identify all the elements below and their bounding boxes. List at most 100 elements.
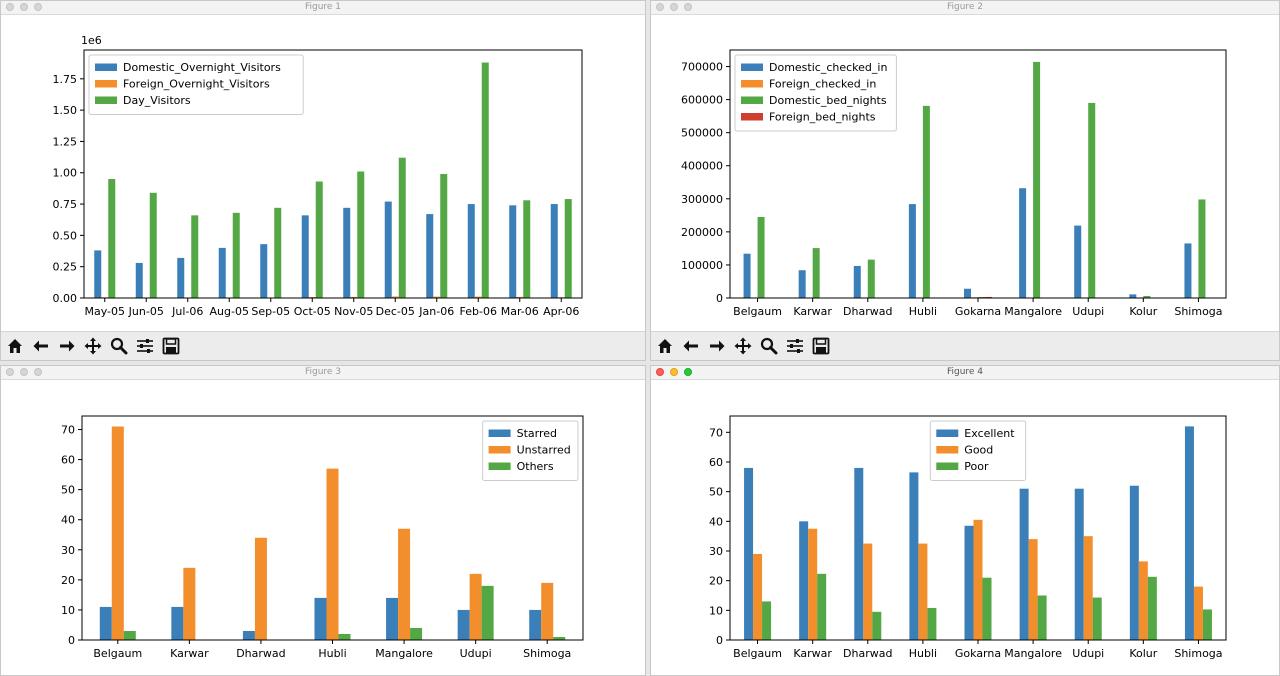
x-tick-label: Udupi xyxy=(1072,305,1104,318)
back-arrow-button[interactable] xyxy=(679,335,703,357)
zoom-button[interactable] xyxy=(107,335,131,357)
configure-subplots-icon xyxy=(787,339,803,353)
bar-domestic-checked-in-shimoga xyxy=(1184,243,1192,298)
x-tick-label: Dharwad xyxy=(843,305,892,318)
zoom-window-button[interactable] xyxy=(684,368,692,376)
home-button[interactable] xyxy=(653,335,677,357)
bar-poor-shimoga xyxy=(1202,609,1212,640)
x-tick-label: Sep-05 xyxy=(251,305,290,318)
bar-day-visitors-jan-06 xyxy=(440,174,448,298)
x-tick-label: Belgaum xyxy=(733,647,782,660)
forward-arrow-button[interactable] xyxy=(55,335,79,357)
bar-others-hubli xyxy=(338,633,351,640)
legend: Domestic_checked_in Foreign_checked_in Dom… xyxy=(734,54,897,132)
x-tick-label: Mar-06 xyxy=(501,305,539,318)
zoom-button[interactable] xyxy=(757,335,781,357)
bar-foreign-bed-nights-gokarna xyxy=(985,296,992,298)
y-tick-label: 200000 xyxy=(681,226,723,239)
bar-excellent-belgaum xyxy=(744,467,754,640)
y-tick-label: 0.75 xyxy=(53,198,78,211)
x-tick-label: Udupi xyxy=(460,647,492,660)
navigation-toolbar xyxy=(651,331,1279,360)
title-bar[interactable]: Figure 1 xyxy=(1,1,645,15)
x-tick-label: Kolur xyxy=(1129,305,1157,318)
bar-starred-dharwad xyxy=(242,630,255,640)
bar-starred-mangalore xyxy=(386,597,399,640)
x-tick-label: Gokarna xyxy=(955,647,1001,660)
x-tick-label: Karwar xyxy=(793,647,832,660)
bar-foreign-overnight-visitors-dec-05 xyxy=(391,296,399,298)
y-tick-label: 0.50 xyxy=(53,229,78,242)
window-title: Figure 4 xyxy=(946,367,984,377)
y-tick-label: 50 xyxy=(709,486,723,499)
pan-button[interactable] xyxy=(81,335,105,357)
bar-domestic-checked-in-karwar xyxy=(798,270,806,298)
bar-domestic-overnight-visitors-sep-05 xyxy=(260,244,268,298)
x-tick-label: Jan-06 xyxy=(418,305,454,318)
legend-swatch xyxy=(488,462,511,470)
save-button[interactable] xyxy=(159,335,183,357)
back-arrow-button[interactable] xyxy=(29,335,53,357)
x-tick-label: Shimoga xyxy=(523,647,571,660)
close-window-button[interactable] xyxy=(656,368,664,376)
y-tick-label: 700000 xyxy=(681,61,723,74)
minimize-window-button[interactable] xyxy=(20,368,28,376)
zoom-window-button[interactable] xyxy=(34,368,42,376)
x-tick-label: Belgaum xyxy=(733,305,782,318)
configure-subplots-button[interactable] xyxy=(783,335,807,357)
title-bar[interactable]: Figure 3 xyxy=(1,366,645,380)
pan-button[interactable] xyxy=(731,335,755,357)
legend-label: Unstarred xyxy=(517,444,571,457)
bar-unstarred-karwar xyxy=(183,567,196,640)
minimize-window-button[interactable] xyxy=(670,368,678,376)
bar-day-visitors-jun-05 xyxy=(149,192,157,298)
configure-subplots-button[interactable] xyxy=(133,335,157,357)
x-tick-label: Aug-05 xyxy=(210,305,249,318)
legend-swatch xyxy=(741,80,763,88)
save-button[interactable] xyxy=(809,335,833,357)
zoom-window-button[interactable] xyxy=(34,3,42,11)
bar-good-udupi xyxy=(1083,536,1093,640)
bar-starred-karwar xyxy=(171,606,184,640)
zoom-window-button[interactable] xyxy=(684,3,692,11)
y-tick-label: 10 xyxy=(61,604,75,617)
legend-swatch xyxy=(95,63,117,71)
bar-excellent-hubli xyxy=(909,472,919,640)
legend-swatch xyxy=(936,446,959,454)
x-tick-label: Dharwad xyxy=(236,647,285,660)
home-button[interactable] xyxy=(3,335,27,357)
bar-unstarred-belgaum xyxy=(111,426,124,640)
bar-domestic-checked-in-belgaum xyxy=(743,253,751,298)
y-tick-label: 1.25 xyxy=(53,135,78,148)
bar-foreign-overnight-visitors-jan-06 xyxy=(433,296,441,298)
bar-excellent-karwar xyxy=(799,521,809,640)
title-bar[interactable]: Figure 2 xyxy=(651,1,1279,15)
bar-starred-belgaum xyxy=(99,606,112,640)
back-arrow-icon xyxy=(683,340,698,352)
bar-starred-udupi xyxy=(457,609,470,640)
y-tick-label: 400000 xyxy=(681,160,723,173)
y-tick-label: 1.75 xyxy=(53,73,78,86)
bar-day-visitors-sep-05 xyxy=(274,207,282,298)
x-tick-label: Mangalore xyxy=(375,647,433,660)
bar-domestic-overnight-visitors-jun-05 xyxy=(135,262,143,298)
bar-domestic-bed-nights-belgaum xyxy=(757,216,765,298)
close-window-button[interactable] xyxy=(6,3,14,11)
home-icon xyxy=(658,339,672,353)
forward-arrow-button[interactable] xyxy=(705,335,729,357)
plot-frame xyxy=(729,49,1227,299)
save-icon xyxy=(162,337,180,355)
minimize-window-button[interactable] xyxy=(20,3,28,11)
x-tick-label: Jun-05 xyxy=(128,305,164,318)
close-window-button[interactable] xyxy=(656,3,664,11)
bar-day-visitors-dec-05 xyxy=(398,157,406,298)
legend: Domestic_Overnight_Visitors Foreign_Overn… xyxy=(88,54,304,115)
title-bar[interactable]: Figure 4 xyxy=(651,366,1279,380)
y-tick-label: 30 xyxy=(709,545,723,558)
y-tick-label: 10 xyxy=(709,604,723,617)
close-window-button[interactable] xyxy=(6,368,14,376)
legend-box xyxy=(734,54,897,132)
minimize-window-button[interactable] xyxy=(670,3,678,11)
bar-domestic-overnight-visitors-mar-06 xyxy=(509,205,517,298)
legend-label: Good xyxy=(964,444,993,457)
